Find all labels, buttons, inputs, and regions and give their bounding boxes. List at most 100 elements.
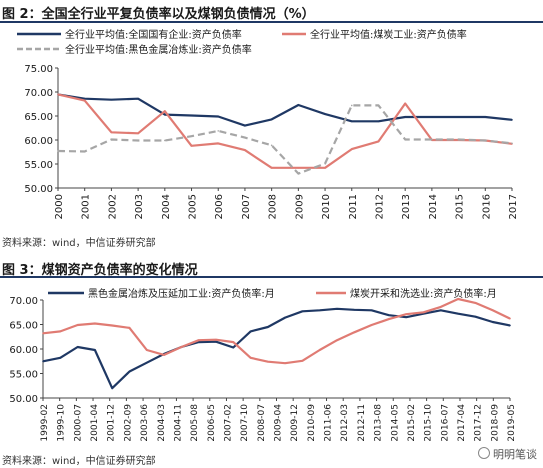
data-point <box>128 327 131 329</box>
data-point <box>440 306 442 308</box>
data-point <box>137 97 139 100</box>
data-point <box>215 340 217 343</box>
title-rule <box>0 21 543 23</box>
data-point <box>431 116 433 118</box>
data-point <box>244 149 246 151</box>
data-point <box>336 308 338 310</box>
data-point <box>511 119 513 121</box>
x-tick-label: 2007 <box>241 194 252 219</box>
wechat-icon <box>478 447 490 459</box>
data-point <box>404 102 406 105</box>
data-point <box>336 339 338 341</box>
x-tick-label: 2010-09 <box>307 404 317 442</box>
data-point <box>163 354 165 356</box>
x-tick-label: 2001-12 <box>107 404 117 442</box>
x-tick-label: 2012-11 <box>357 404 367 442</box>
data-point <box>164 110 166 112</box>
figure-2-source: 资料来源：wind，中信证券研究部 <box>2 238 156 249</box>
data-point <box>405 313 408 316</box>
data-point <box>284 316 286 319</box>
x-tick-label: 2009-12 <box>290 404 300 442</box>
x-tick-label: 2008 <box>268 194 279 219</box>
data-point <box>190 114 193 117</box>
data-point <box>324 167 326 169</box>
data-point <box>405 316 408 318</box>
x-tick-label: 2016 <box>481 194 492 219</box>
watermark: 明明笔谈 <box>478 446 537 462</box>
data-point <box>270 167 273 169</box>
data-point <box>318 309 321 312</box>
data-point <box>491 309 494 312</box>
data-point <box>324 162 326 165</box>
data-point <box>474 315 477 318</box>
x-tick-label: 2003 <box>134 194 145 219</box>
data-point <box>164 113 166 116</box>
x-tick-label: 2008-07 <box>257 404 267 442</box>
data-point <box>457 298 459 300</box>
x-tick-label: 2002-09 <box>123 404 133 442</box>
legend-label: 全行业平均值:黑色金属冶炼业:资产负债率 <box>65 43 252 56</box>
data-point <box>404 116 406 118</box>
y-tick-label: 70.00 <box>24 88 53 99</box>
x-tick-label: 2015 <box>455 194 466 219</box>
data-point <box>197 339 200 341</box>
x-tick-label: 2004-11 <box>173 404 183 442</box>
data-point <box>509 324 511 327</box>
chart-debt-ratio-annual: 50.00 55.00 60.00 65.00 70.00 75.00 2000 2001 20… <box>17 28 519 219</box>
data-point <box>42 360 44 363</box>
data-point <box>484 139 487 142</box>
series-line-2 <box>57 104 513 175</box>
data-point <box>217 130 220 132</box>
data-point <box>457 138 460 141</box>
figure-2-title: 图 2：全国全行业平复负债率以及煤钢负债情况（%） <box>2 7 315 22</box>
x-tick-label: 2007-10 <box>240 404 250 442</box>
data-point <box>350 104 353 107</box>
data-point <box>457 312 459 315</box>
data-point <box>83 150 86 153</box>
data-point <box>431 138 433 141</box>
x-tick-label: 2014 <box>428 194 439 219</box>
x-tick-label: 2016-07 <box>440 404 450 442</box>
x-tick-label: 2013-08 <box>374 404 384 442</box>
legend-label: 全行业平均值:煤炭工业:资产负债率 <box>310 28 467 41</box>
data-point <box>404 138 406 141</box>
x-tick-label: 2017 <box>508 194 519 219</box>
x-tick-label: 2006 <box>214 194 225 219</box>
y-tick-label: 70.00 <box>9 296 38 307</box>
chart-debt-ratio-monthly: 50.00 55.00 60.00 65.00 70.00 1999-02 1999-10 2… <box>9 287 517 442</box>
x-tick-label: 2000 <box>54 194 65 219</box>
data-point <box>57 150 59 152</box>
x-tick-label: 2015-10 <box>424 404 434 442</box>
series-line-1 <box>42 297 511 365</box>
x-tick-label: 2019-05 <box>507 404 517 442</box>
x-tick-label: 2015-02 <box>407 404 417 442</box>
x-tick-label: 2005-08 <box>190 404 200 442</box>
data-point <box>353 331 356 334</box>
data-point <box>267 360 269 363</box>
title-rule <box>0 276 543 278</box>
data-point <box>190 144 193 147</box>
y-tick-label: 60.00 <box>24 136 53 147</box>
figure-3-source: 资料来源：wind，中信证券研究部 <box>2 456 156 467</box>
data-point <box>270 118 273 121</box>
data-point <box>110 138 113 141</box>
data-point <box>297 104 300 106</box>
y-tick-label: 50.00 <box>24 184 53 195</box>
data-point <box>42 332 44 335</box>
x-tick-label: 2004-03 <box>157 404 167 442</box>
data-point <box>110 131 113 134</box>
data-point <box>422 311 425 314</box>
data-point <box>145 349 148 351</box>
x-tick-label: 2001 <box>81 194 92 219</box>
data-point <box>353 309 356 311</box>
data-point <box>244 124 246 127</box>
data-point <box>270 144 273 147</box>
data-point <box>388 314 390 316</box>
x-tick-label: 2009 <box>294 194 305 219</box>
data-point <box>164 139 166 142</box>
x-tick-label: 2012-03 <box>340 404 350 442</box>
data-point <box>244 136 246 139</box>
data-point <box>128 370 131 373</box>
data-point <box>215 338 217 341</box>
y-tick-label: 75.00 <box>24 64 53 75</box>
